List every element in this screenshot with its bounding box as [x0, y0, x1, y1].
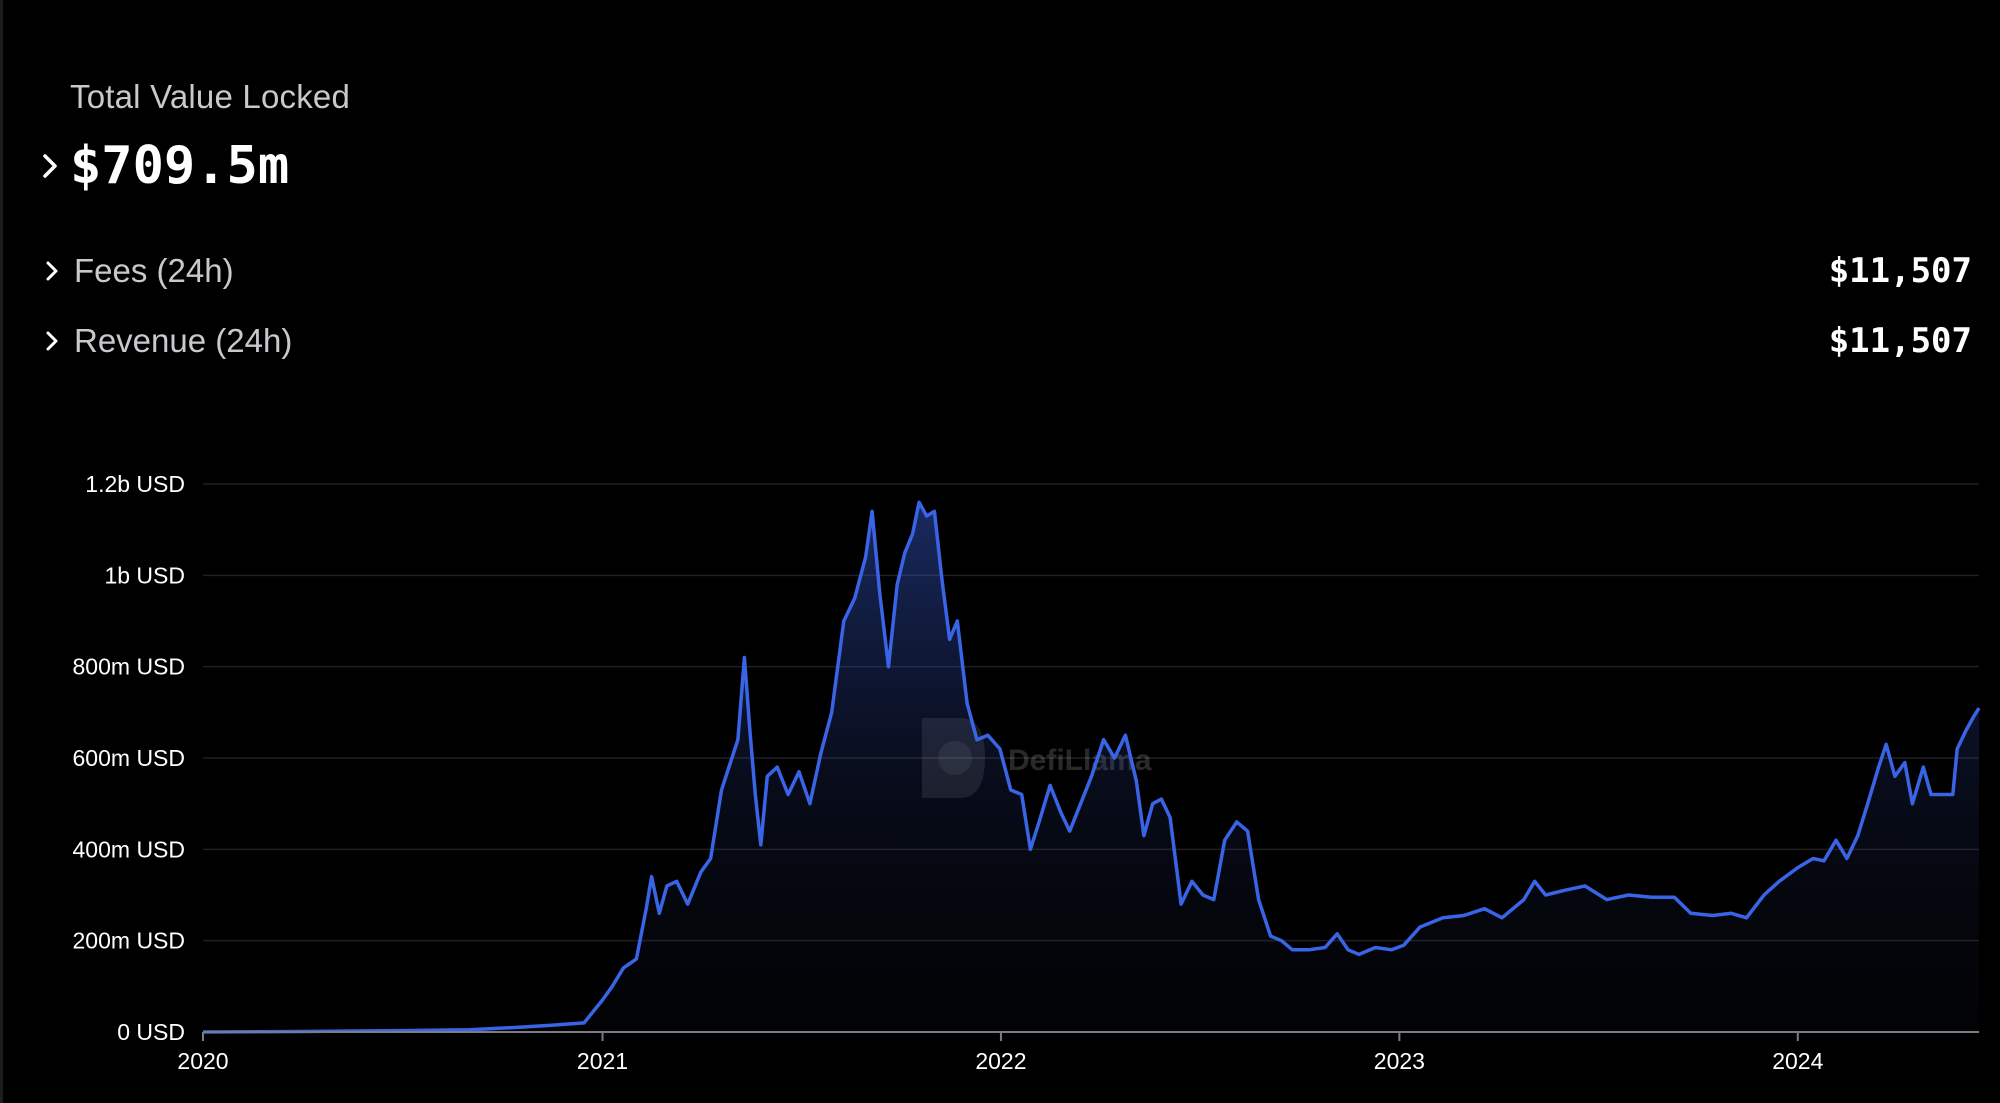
x-tick-label: 2022 — [975, 1048, 1026, 1074]
y-tick-label: 0 USD — [117, 1019, 185, 1045]
y-axis: 0 USD 200m USD 400m USD 600m USD 800m USD 1b … — [73, 471, 185, 1045]
fees-label: Fees (24h) — [74, 252, 234, 289]
x-axis: 2020 2021 2022 2023 2024 — [177, 1032, 1824, 1074]
revenue-row[interactable]: Revenue (24h) $11,507 — [40, 316, 1972, 366]
y-tick-label: 1.2b USD — [85, 471, 185, 497]
y-tick-label: 200m USD — [73, 928, 185, 954]
tvl-expand-toggle[interactable]: $709.5m — [38, 134, 289, 198]
x-tick-label: 2021 — [577, 1048, 628, 1074]
y-tick-label: 800m USD — [73, 654, 185, 680]
frame-edge — [0, 0, 3, 1103]
y-tick-label: 1b USD — [104, 562, 185, 588]
fees-row[interactable]: Fees (24h) $11,507 — [40, 246, 1972, 296]
chevron-right-icon — [40, 256, 70, 286]
chevron-right-icon — [38, 146, 68, 186]
fees-value: $11,507 — [1828, 251, 1972, 291]
x-tick-label: 2024 — [1772, 1048, 1823, 1074]
y-tick-label: 600m USD — [73, 745, 185, 771]
x-tick-label: 2023 — [1374, 1048, 1425, 1074]
area-layer — [202, 500, 1981, 1034]
tvl-series-line — [202, 500, 1981, 1034]
tvl-label: Total Value Locked — [70, 78, 351, 115]
tvl-value: $709.5m — [70, 136, 290, 196]
y-tick-label: 400m USD — [73, 836, 185, 862]
tvl-area-fill — [203, 502, 1979, 1032]
revenue-label: Revenue (24h) — [74, 322, 293, 359]
chevron-right-icon — [40, 326, 70, 356]
x-tick-label: 2020 — [177, 1048, 228, 1074]
revenue-value: $11,507 — [1828, 321, 1972, 361]
